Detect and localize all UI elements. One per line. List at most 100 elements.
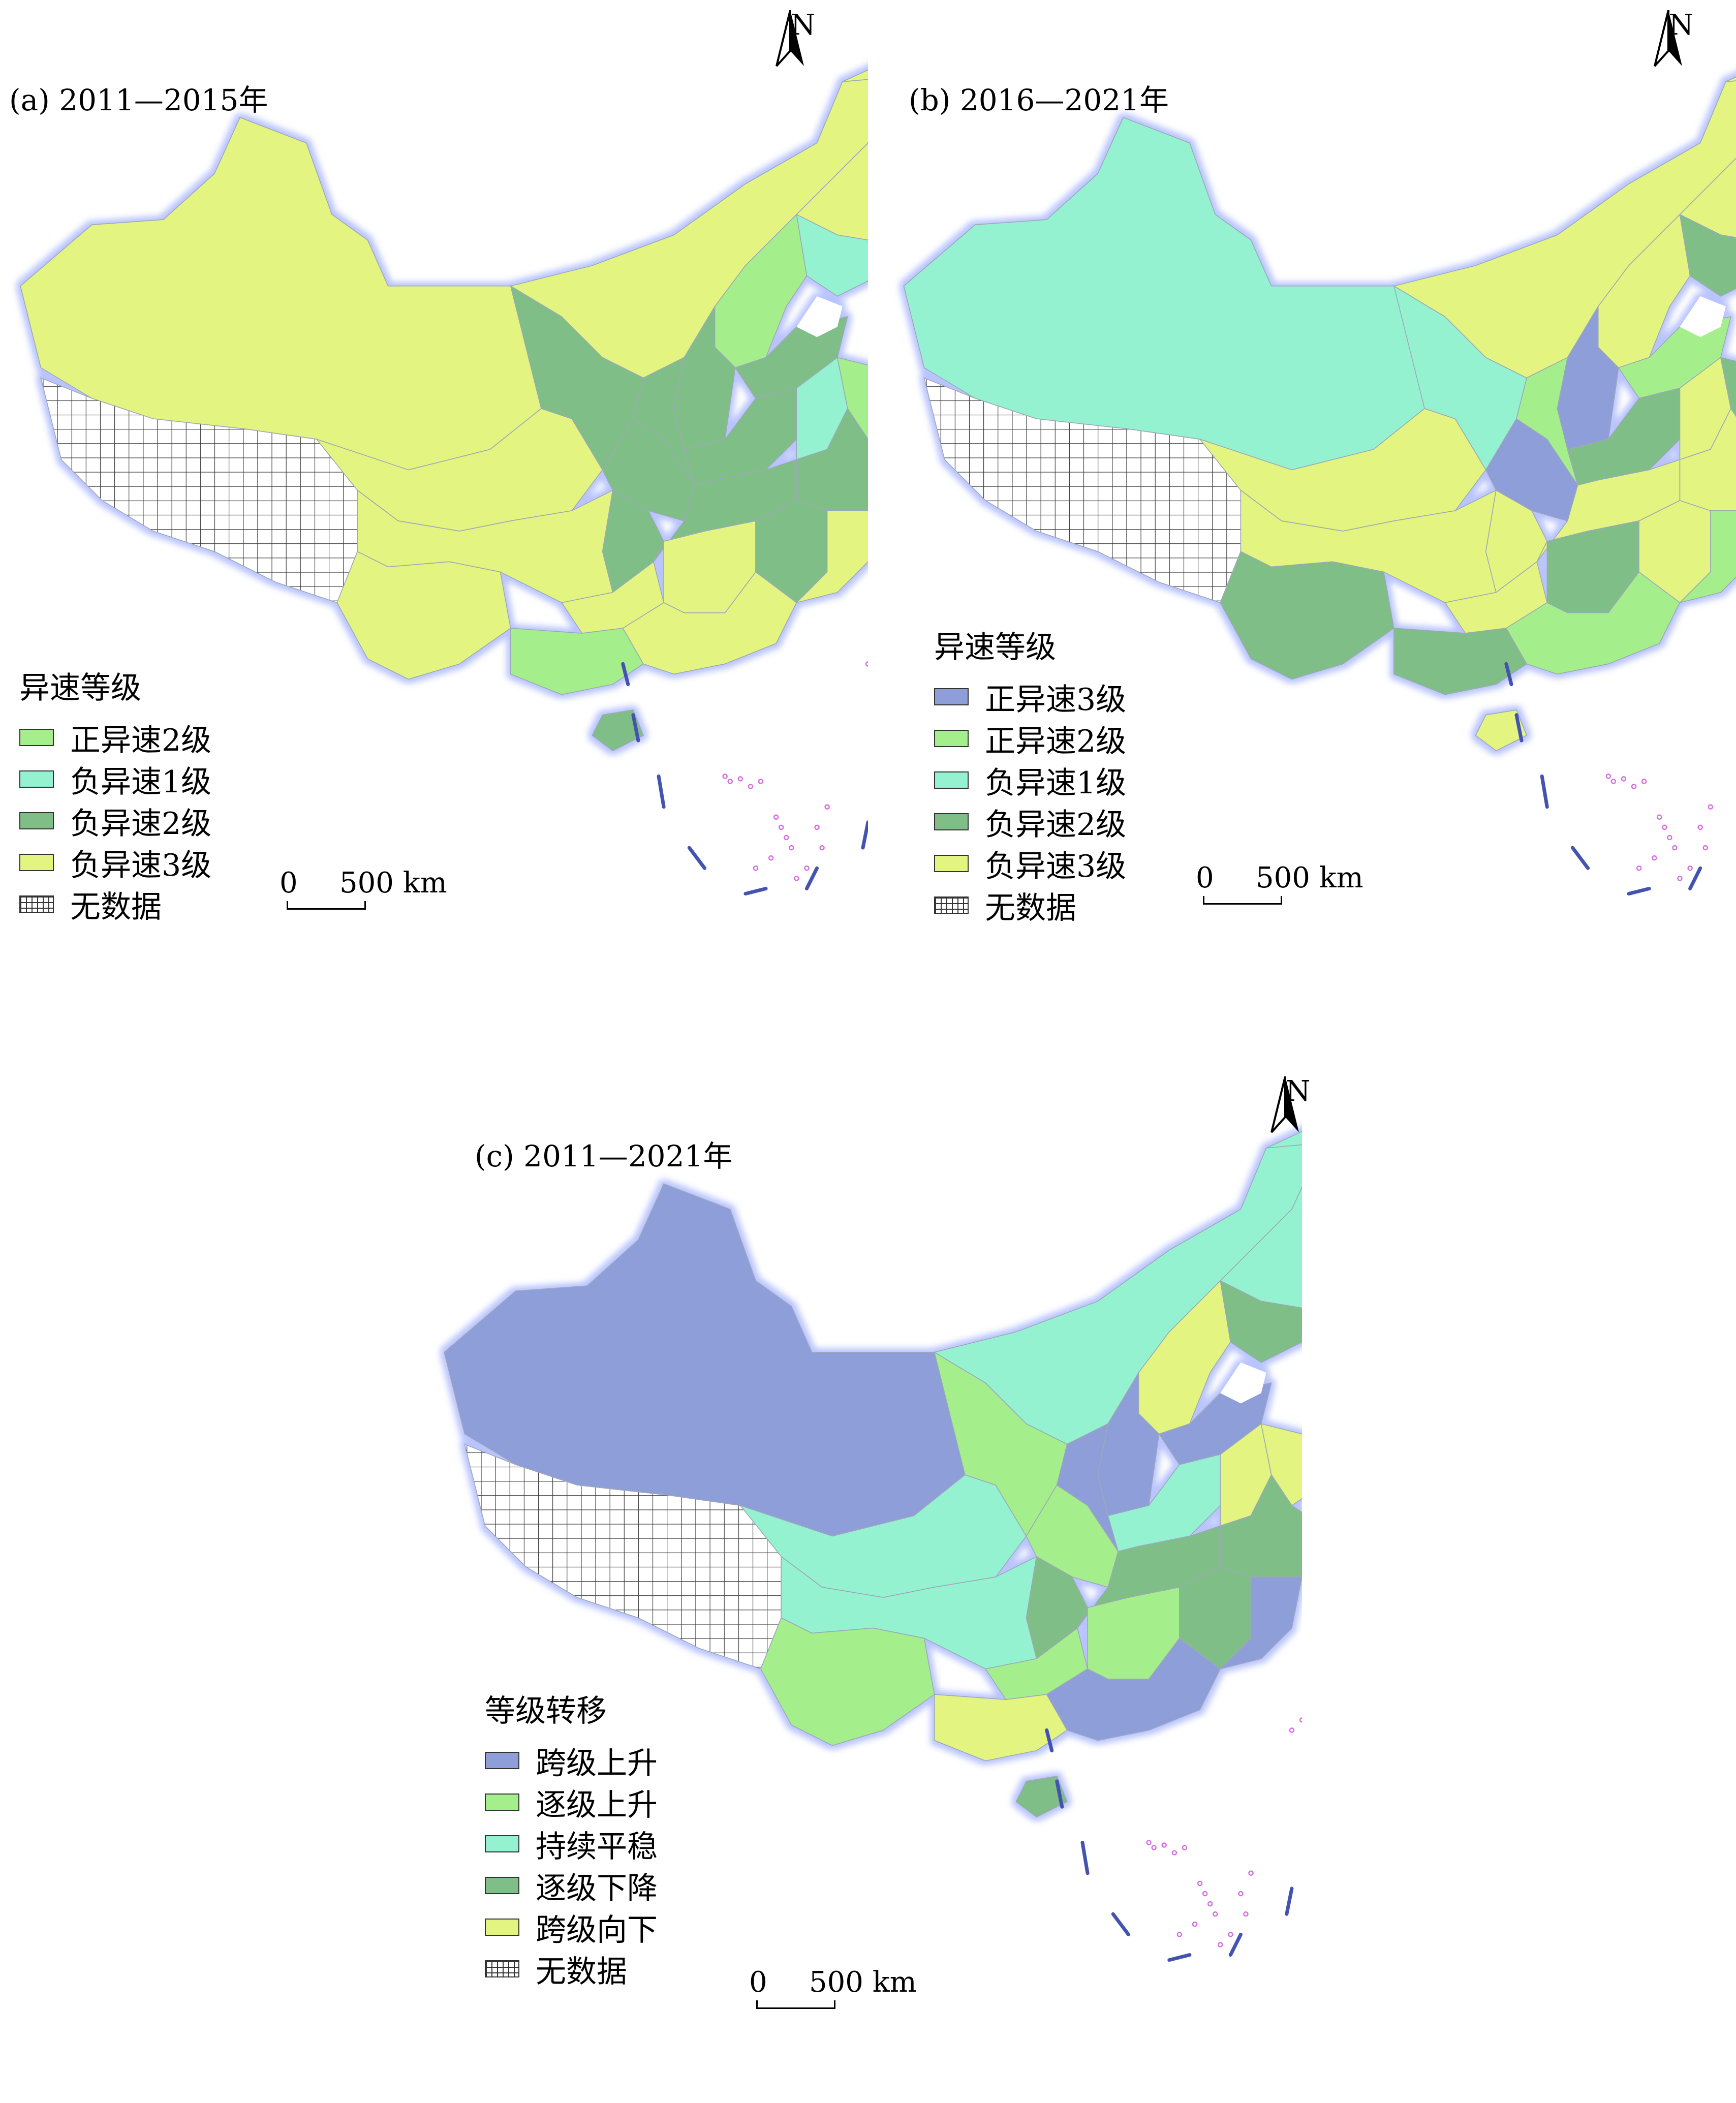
legend-label: 负异速1级 (70, 764, 212, 800)
province-zhejiang (796, 408, 868, 511)
legend-item: 逐级下降 (485, 1865, 658, 1906)
legend-swatch (934, 730, 969, 747)
north-arrow-icon (1654, 10, 1682, 67)
island-mark (865, 661, 868, 667)
scale-zero: 0 (280, 867, 298, 900)
nine-dash-line-segment (657, 774, 666, 809)
legend-items: 跨级上升 逐级上升 持续平稳 逐级下降 跨级向下 无数据 (485, 1740, 658, 1990)
island-mark (1176, 1932, 1183, 1937)
scale-line (287, 901, 366, 910)
island-mark (1299, 1717, 1302, 1723)
island-mark (1662, 824, 1667, 830)
legend-a: 异速等级 正异速2级 负异速1级 负异速2级 负异速3级 无数据 (19, 663, 211, 925)
panel-title-a: (a) 2011—2015年 (9, 83, 268, 117)
nine-dash-line-segment (1688, 866, 1702, 891)
nine-dash-line-segment (1285, 1886, 1294, 1916)
bohai-sea (1680, 296, 1726, 337)
legend-b: 异速等级 正异速3级正异速2级负异速1级负异速2级负异速3级无数据 (934, 623, 1126, 926)
nine-dash-line-segment (621, 662, 630, 687)
legend-swatch (485, 1835, 519, 1852)
province-yunnan (760, 1617, 935, 1746)
island-mark (1677, 876, 1683, 881)
legend-label: 负异速1级 (985, 765, 1127, 801)
island-mark (1621, 776, 1627, 782)
island-mark (819, 845, 825, 851)
island-mark (748, 784, 754, 789)
island-mark (1217, 1942, 1223, 1947)
legend-title: 异速等级 (934, 630, 1056, 665)
island-mark (1651, 855, 1657, 861)
legend-label: 逐级上升 (536, 1787, 658, 1823)
island-mark (1631, 784, 1637, 789)
province-guangxi (510, 628, 644, 695)
nine-dash-line-segment (1627, 886, 1651, 896)
north-arrow-a: N (772, 10, 833, 67)
island-mark (1182, 1845, 1188, 1850)
choropleth-map-c (444, 1131, 1302, 1962)
north-arrow-b: N (1651, 10, 1712, 67)
legend-item: 负异速1级 (19, 758, 211, 800)
nine-dash-line-segment (1228, 1932, 1243, 1957)
legend-label: 正异速3级 (985, 682, 1127, 718)
island-mark (783, 834, 789, 841)
legend-swatch (934, 855, 969, 872)
scale-label: 500 km (339, 867, 447, 900)
island-mark (773, 814, 779, 820)
scale-zero: 0 (749, 1966, 767, 1999)
island-mark (1192, 1922, 1198, 1927)
island-mark (1641, 779, 1647, 784)
north-arrow-icon (1270, 1076, 1299, 1133)
island-mark (1248, 1870, 1254, 1876)
legend-item: 无数据 (485, 1948, 658, 1990)
bohai-sea (1220, 1362, 1266, 1404)
legend-label: 无数据 (536, 1954, 627, 1990)
legend-label: 负异速3级 (985, 848, 1127, 884)
legend-label: 持续平稳 (536, 1829, 658, 1865)
island-mark (1238, 1891, 1244, 1897)
island-mark (1702, 845, 1708, 851)
legend-c: 等级转移 跨级上升 逐级上升 持续平稳 逐级下降 跨级向下 无数据 (485, 1686, 658, 1990)
legend-item: 负异速2级 (19, 800, 211, 842)
island-mark (1672, 845, 1678, 851)
south-china-sea-inset (1045, 1717, 1302, 1962)
island-mark (1212, 1911, 1218, 1917)
island-mark (768, 855, 774, 861)
nine-dash-line-segment (1540, 774, 1549, 809)
province-guangxi (934, 1694, 1068, 1761)
island-mark (722, 774, 728, 779)
island-mark (758, 779, 764, 784)
nine-dash-line-segment (1570, 846, 1590, 870)
province-zhejiang (1220, 1474, 1302, 1578)
south-china-sea-inset (621, 661, 868, 896)
legend-label: 逐级下降 (536, 1870, 658, 1906)
island-mark (814, 824, 820, 830)
province-guangdong (1046, 1637, 1221, 1741)
island-mark (1657, 814, 1662, 820)
province-hainan (1475, 709, 1528, 752)
scale-zero: 0 (1196, 861, 1214, 894)
nine-dash-line-segment (1504, 662, 1513, 687)
province-fujian (795, 510, 868, 604)
legend-swatch (485, 1877, 519, 1894)
legend-label: 正异速2级 (985, 723, 1127, 759)
island-mark (1161, 1842, 1167, 1848)
legend-label: 无数据 (985, 890, 1076, 926)
panel-title-c: (c) 2011—2021年 (475, 1139, 733, 1173)
legend-swatch (485, 1960, 519, 1977)
island-mark (1289, 1727, 1295, 1733)
scale-line (1203, 896, 1282, 905)
legend-label: 跨级上升 (536, 1745, 658, 1781)
island-mark (1171, 1850, 1177, 1855)
nine-dash-line-segment (1055, 1779, 1064, 1809)
legend-label: 负异速2级 (985, 807, 1127, 843)
scale-label: 500 km (809, 1966, 917, 1999)
legend-item: 正异速2级 (934, 718, 1126, 759)
map-panel-c: (c) 2011—2021年 N 等级转移 跨级上升 逐级上升 持续平稳 逐级下降 跨级… (434, 1056, 1311, 2103)
province-zhejiang (1679, 408, 1736, 511)
legend-swatch (19, 812, 54, 829)
nine-dash-line-segment (1080, 1840, 1090, 1875)
province-yunnan (1220, 551, 1394, 680)
island-mark (1610, 779, 1617, 784)
legend-swatch (19, 729, 54, 746)
island-mark (1708, 804, 1714, 810)
